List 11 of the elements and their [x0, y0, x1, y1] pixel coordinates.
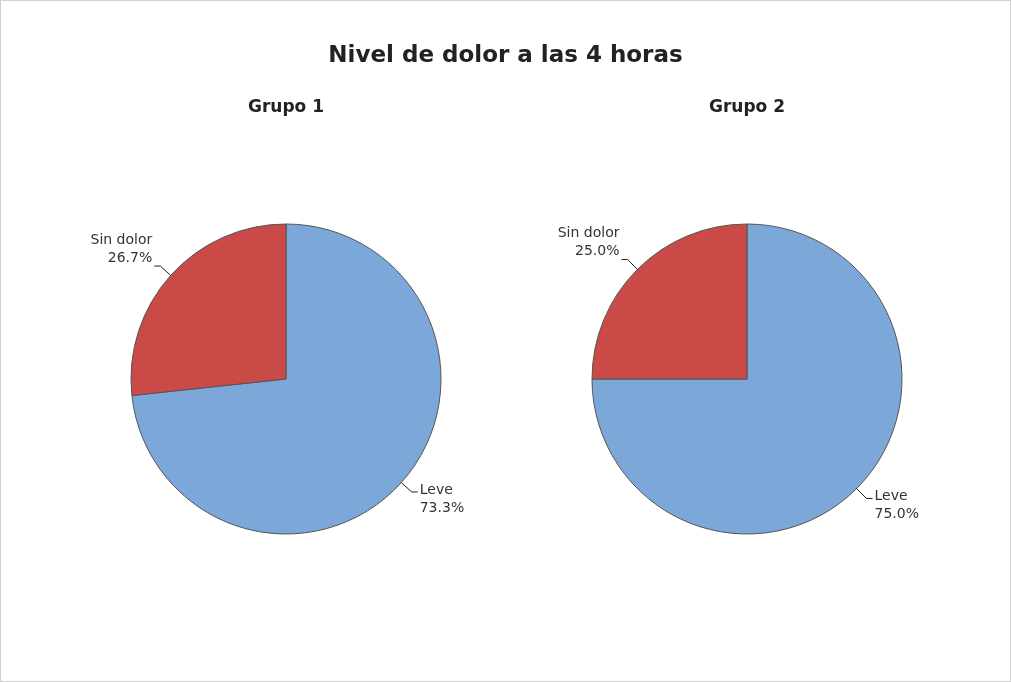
slice-label: Leve	[419, 480, 453, 497]
data-label: 73.3%	[419, 498, 465, 515]
chart-title: Nivel de dolor a las 4 horas	[327, 41, 684, 67]
data-label: 25.0%	[575, 242, 620, 259]
data-label: 75.0%	[874, 505, 919, 522]
data-label: 26.7%	[107, 248, 153, 265]
slice-label: Leve	[874, 487, 908, 504]
slice-label: Sin dolor	[90, 230, 153, 247]
slice-label: Sin dolor	[557, 224, 620, 241]
chart-subtitle: Grupo 2	[707, 95, 786, 118]
chart-subtitle: Grupo 1	[246, 95, 325, 118]
